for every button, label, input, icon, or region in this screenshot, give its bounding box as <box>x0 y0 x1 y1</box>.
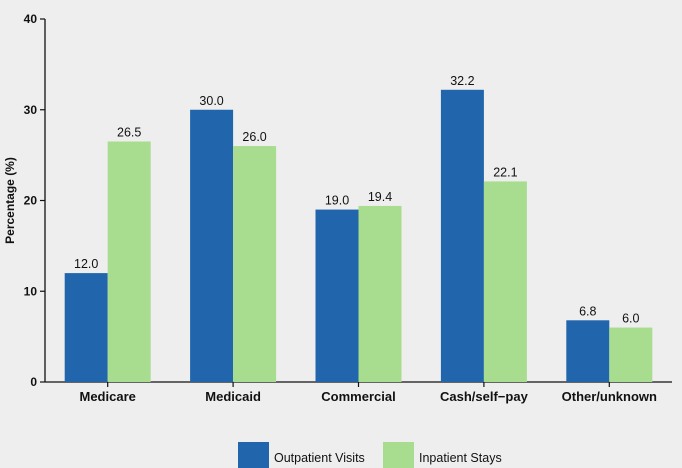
data-label: 32.2 <box>450 74 474 88</box>
y-tick-label: 20 <box>24 194 38 208</box>
y-ticks: 0 10 20 30 40 <box>24 12 45 389</box>
data-label: 30.0 <box>199 94 223 108</box>
bar-outpatient-4 <box>566 320 610 382</box>
legend-swatch-inpatient <box>383 442 414 468</box>
bar-outpatient-3 <box>440 89 484 382</box>
bar-inpatient-3 <box>483 181 527 382</box>
y-axis-title: Percentage (%) <box>3 157 17 244</box>
data-labels: 12.0 26.5 30.0 26.0 19.0 19.4 32.2 22.1 6.8 6.0 <box>74 74 640 326</box>
bar-outpatient-1 <box>190 109 234 382</box>
x-tick-label: Cash/self−pay <box>440 389 529 404</box>
legend: Outpatient Visits Inpatient Stays <box>238 442 502 468</box>
data-label: 6.0 <box>622 312 639 326</box>
data-label: 26.5 <box>117 126 141 140</box>
data-label: 19.4 <box>368 190 392 204</box>
data-label: 12.0 <box>74 257 98 271</box>
legend-swatch-outpatient <box>238 442 269 468</box>
bar-outpatient-2 <box>315 209 359 382</box>
bars <box>64 89 653 382</box>
y-tick-label: 10 <box>24 284 38 298</box>
y-tick-label: 40 <box>24 12 38 26</box>
x-tick-label: Medicaid <box>205 389 261 404</box>
data-label: 6.8 <box>579 304 596 318</box>
bar-inpatient-2 <box>358 205 402 382</box>
x-tick-label: Medicare <box>80 389 136 404</box>
bar-inpatient-1 <box>233 146 277 382</box>
bar-outpatient-0 <box>64 273 108 382</box>
bar-inpatient-0 <box>107 141 151 382</box>
data-label: 26.0 <box>242 130 266 144</box>
x-ticks: Medicare Medicaid Commercial Cash/self−pay O… <box>80 382 657 404</box>
legend-label-outpatient: Outpatient Visits <box>274 451 365 465</box>
bar-inpatient-4 <box>609 327 653 382</box>
y-tick-label: 30 <box>24 103 38 117</box>
x-tick-label: Other/unknown <box>562 389 657 404</box>
y-tick-label: 0 <box>30 375 37 389</box>
legend-label-inpatient: Inpatient Stays <box>419 451 502 465</box>
x-tick-label: Commercial <box>321 389 395 404</box>
data-label: 22.1 <box>493 165 517 179</box>
data-label: 19.0 <box>325 194 349 208</box>
